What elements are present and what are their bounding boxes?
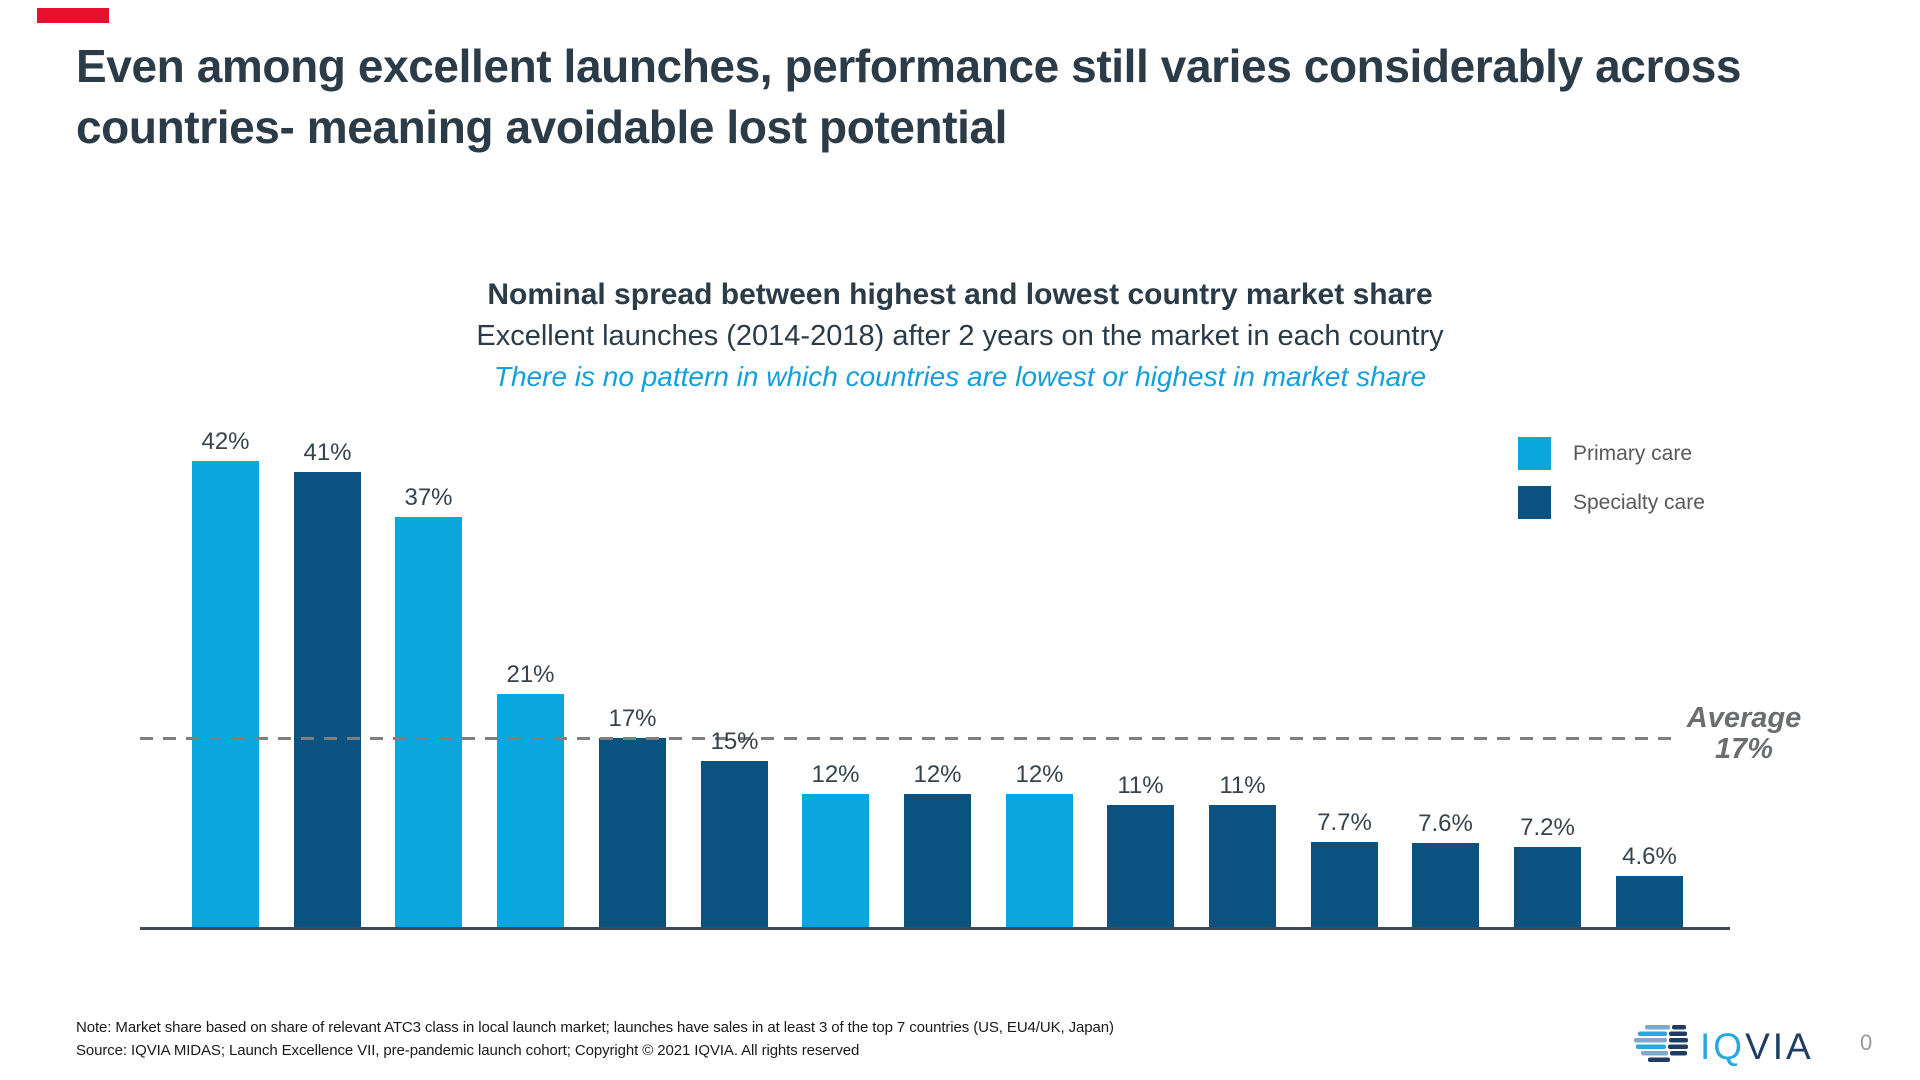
iqvia-logo: IQVIA: [1634, 1024, 1814, 1069]
bar-value-label: 17%: [608, 705, 657, 732]
page-number: 0: [1860, 1030, 1873, 1055]
bar: [802, 794, 869, 927]
bar-value-label: 15%: [710, 728, 759, 755]
bar-value-label: 7.6%: [1418, 810, 1473, 837]
bar: [1311, 842, 1378, 927]
bar: [1514, 847, 1581, 927]
iqvia-stripes-icon: [1634, 1024, 1692, 1069]
chart-title: Nominal spread between highest and lowes…: [487, 278, 1433, 311]
bar: [1412, 843, 1479, 927]
x-axis-line: [140, 927, 1730, 930]
footnote-note-line: Note: Market share based on share of rel…: [76, 1019, 1114, 1036]
bar: [1006, 794, 1073, 927]
average-line: [140, 737, 1674, 740]
bar: [497, 694, 564, 927]
iqvia-wordmark-via: VIA: [1745, 1025, 1814, 1067]
bar-value-label: 4.6%: [1622, 843, 1677, 870]
iqvia-wordmark-iq: IQ: [1700, 1025, 1746, 1067]
bar-value-label: 11%: [1117, 772, 1164, 799]
iqvia-wordmark: IQVIA: [1700, 1025, 1814, 1067]
legend-item: Primary care: [1518, 437, 1705, 470]
chart-legend: Primary care Specialty care: [1518, 437, 1705, 535]
bar-value-label: 12%: [811, 761, 860, 788]
average-label-value: 17%: [1714, 733, 1774, 766]
chart-header: Nominal spread between highest and lowes…: [340, 278, 1580, 393]
bar-value-label: 11%: [1219, 772, 1266, 799]
bar-value-label: 37%: [404, 484, 453, 511]
average-label: Average 17%: [1674, 702, 1814, 766]
legend-item: Specialty care: [1518, 486, 1705, 519]
footnote-source-line: Source: IQVIA MIDAS; Launch Excellence V…: [76, 1042, 860, 1059]
footnote: Note: Market share based on share of rel…: [76, 1016, 1396, 1062]
slide-title: Even among excellent launches, performan…: [76, 40, 1742, 153]
chart-annotation: There is no pattern in which countries a…: [493, 361, 1427, 392]
bar: [599, 738, 666, 927]
bar-value-label: 42%: [201, 428, 250, 455]
bar: [904, 794, 971, 927]
bar: [1209, 805, 1276, 927]
bar-value-label: 41%: [303, 439, 352, 466]
bar: [701, 761, 768, 927]
average-label-word: Average: [1686, 702, 1802, 734]
legend-label: Specialty care: [1573, 490, 1705, 514]
bar: [1616, 876, 1683, 927]
bar-value-label: 21%: [506, 661, 555, 688]
legend-swatch: [1518, 486, 1551, 519]
bar-value-label: 12%: [1015, 761, 1064, 788]
bar: [1107, 805, 1174, 927]
red-accent-bar: [37, 8, 109, 23]
bar: [192, 461, 259, 927]
bar: [395, 517, 462, 927]
bar-value-label: 7.7%: [1317, 809, 1372, 836]
bar-value-label: 7.2%: [1520, 814, 1575, 841]
chart-subtitle: Excellent launches (2014-2018) after 2 y…: [476, 320, 1444, 352]
legend-swatch: [1518, 437, 1551, 470]
bar-value-label: 12%: [913, 761, 962, 788]
legend-label: Primary care: [1573, 441, 1693, 465]
bar-chart: Average 17% 42% 41% 37% 21% 17% 15% 12% 12% 12% 1…: [140, 420, 1801, 930]
bar: [294, 472, 361, 927]
